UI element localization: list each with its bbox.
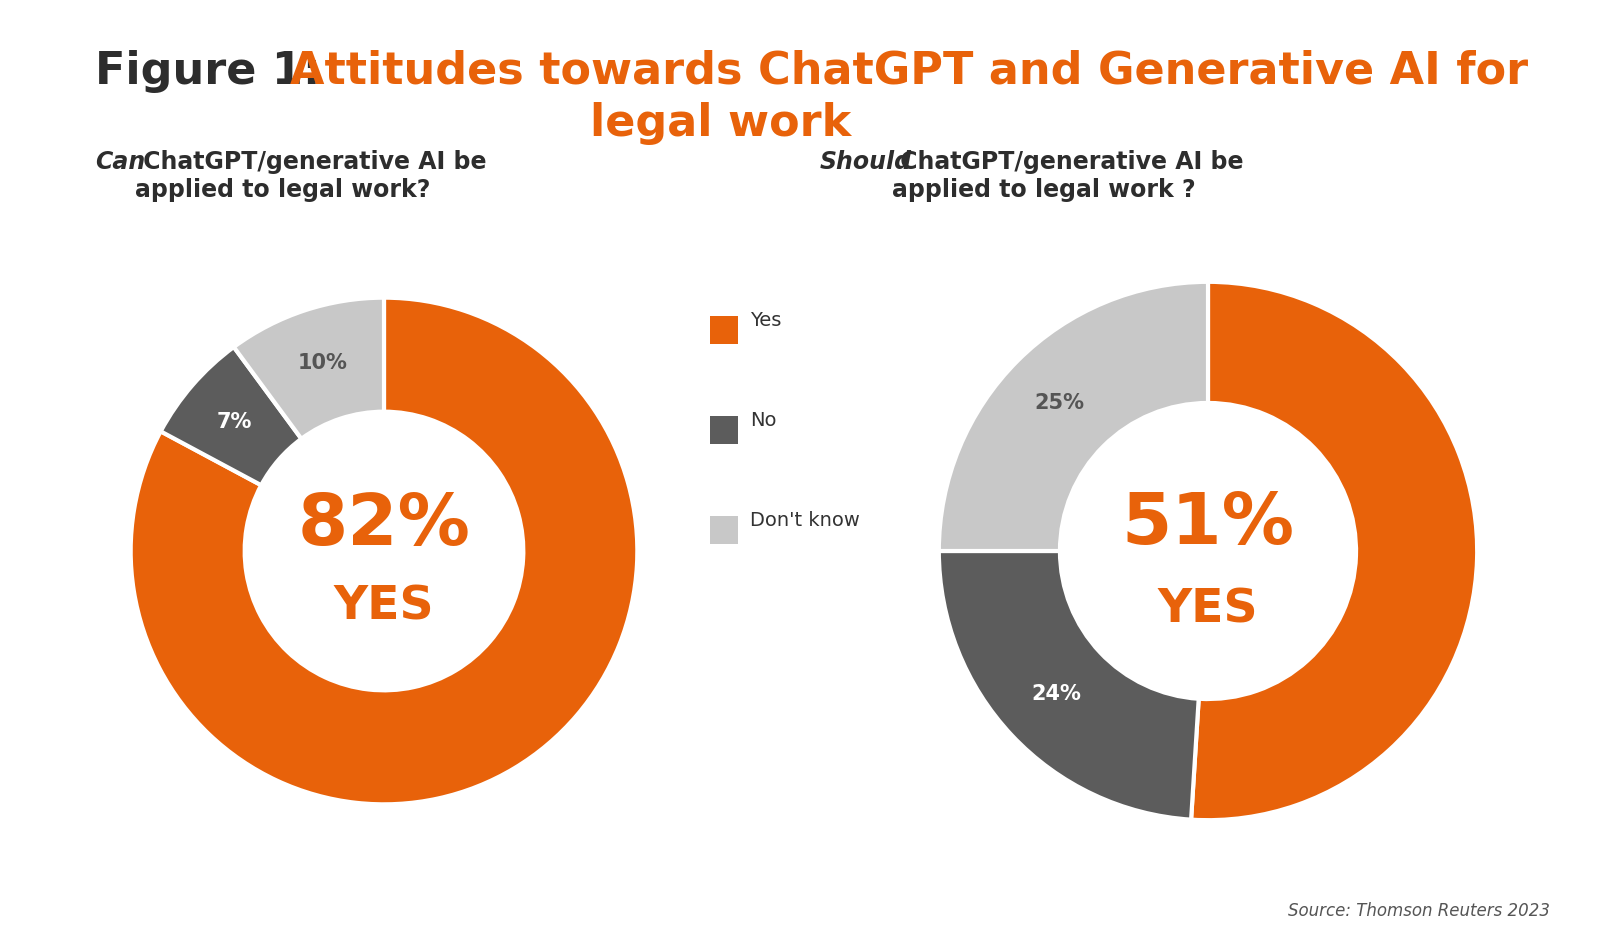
Text: Source: Thomson Reuters 2023: Source: Thomson Reuters 2023 — [1288, 902, 1550, 920]
Bar — [710, 516, 738, 544]
Wedge shape — [160, 347, 301, 485]
Text: Attitudes towards ChatGPT and Generative AI for: Attitudes towards ChatGPT and Generative… — [290, 50, 1528, 93]
Text: YES: YES — [334, 584, 434, 629]
Text: Don't know: Don't know — [750, 510, 859, 529]
Text: 82%: 82% — [298, 491, 470, 560]
Wedge shape — [131, 297, 637, 805]
Wedge shape — [1190, 282, 1477, 820]
Text: No: No — [750, 410, 776, 429]
Wedge shape — [234, 297, 384, 439]
Text: 10%: 10% — [298, 353, 347, 373]
Text: Yes: Yes — [750, 311, 781, 330]
Text: legal work: legal work — [590, 102, 851, 145]
Text: YES: YES — [1158, 588, 1258, 633]
Text: ChatGPT/generative AI be
applied to legal work?: ChatGPT/generative AI be applied to lega… — [134, 150, 486, 201]
Wedge shape — [939, 282, 1208, 551]
Bar — [710, 316, 738, 344]
Text: ChatGPT/generative AI be
applied to legal work ?: ChatGPT/generative AI be applied to lega… — [893, 150, 1243, 201]
Text: 24%: 24% — [1030, 684, 1082, 704]
Text: Figure 1:: Figure 1: — [94, 50, 336, 93]
Text: 25%: 25% — [1035, 392, 1085, 412]
Text: Should: Should — [819, 150, 912, 174]
Bar — [710, 416, 738, 444]
Text: Can: Can — [94, 150, 146, 174]
Wedge shape — [939, 551, 1198, 820]
Text: 7%: 7% — [218, 411, 253, 431]
Text: 51%: 51% — [1122, 489, 1294, 559]
